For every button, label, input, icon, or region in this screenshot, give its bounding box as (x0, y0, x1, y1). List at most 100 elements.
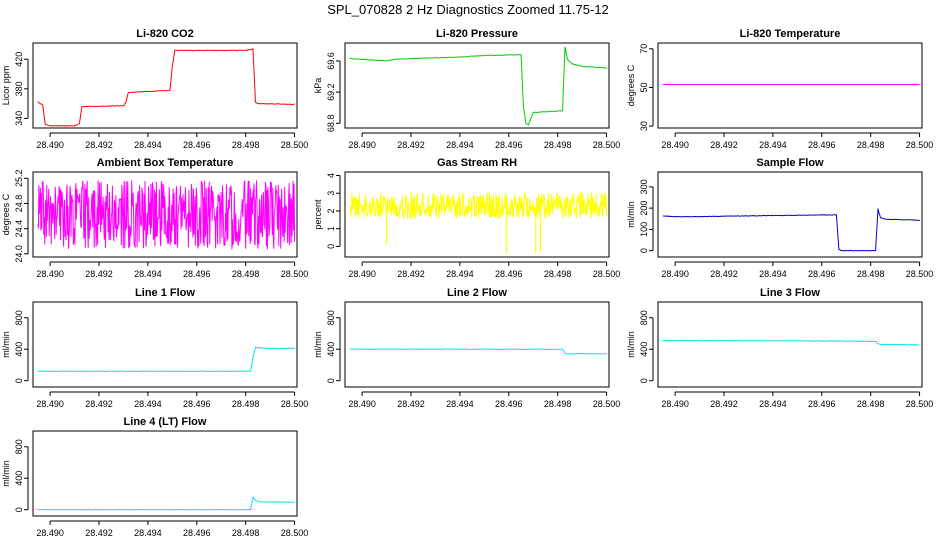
x-tick-label: 28.496 (183, 399, 211, 409)
x-tick-label: 28.500 (906, 269, 934, 279)
panel-3: Li-820 Temperature 28.490 28.492 28.494 28.4… (626, 28, 933, 150)
y-axis-label: ml/min (1, 460, 11, 487)
plot-frame (32, 42, 298, 129)
x-tick-label: 28.496 (183, 269, 211, 279)
x-tick-label: 28.500 (593, 399, 621, 409)
y-tick-label: 4 (326, 173, 336, 178)
series-line (37, 496, 296, 511)
y-tick-label: 30 (639, 121, 649, 131)
x-tick-label: 28.490 (36, 528, 64, 538)
y-tick-label: 0 (639, 378, 649, 383)
y-tick-label: 100 (639, 222, 649, 237)
series-line (349, 46, 608, 126)
x-tick-label: 28.500 (281, 528, 309, 538)
series-line (37, 48, 296, 127)
x-tick-label: 28.500 (593, 269, 621, 279)
x-tick-label: 28.496 (808, 269, 836, 279)
x-tick-label: 28.494 (446, 269, 474, 279)
x-tick-label: 28.496 (183, 528, 211, 538)
y-tick-label: 24.8 (14, 195, 24, 213)
y-tick-label: 300 (639, 179, 649, 194)
y-tick-label: 800 (14, 439, 24, 454)
x-tick-label: 28.492 (710, 399, 738, 409)
panel-7: Line 1 Flow 28.490 28.492 28.494 28.496 28.49… (1, 287, 308, 409)
x-tick-label: 28.494 (134, 269, 162, 279)
y-axis-label: ml/min (313, 331, 323, 358)
panel-title: Line 1 Flow (135, 287, 195, 299)
y-axis-label: Licor ppm (1, 66, 11, 106)
x-tick-label: 28.492 (397, 269, 425, 279)
panel-title: Li-820 Pressure (436, 28, 518, 40)
y-tick-label: 400 (14, 471, 24, 486)
x-tick-label: 28.494 (446, 140, 474, 150)
panel-6: Sample Flow 28.490 28.492 28.494 28.496 28.49… (626, 157, 933, 279)
x-tick-label: 28.496 (495, 140, 523, 150)
x-tick-label: 28.494 (446, 399, 474, 409)
panel-10: Line 4 (LT) Flow 28.490 28.492 28.494 28.496… (1, 416, 308, 538)
x-tick-label: 28.494 (134, 140, 162, 150)
x-tick-label: 28.498 (232, 399, 260, 409)
x-tick-label: 28.500 (281, 140, 309, 150)
y-tick-label: 24.0 (14, 245, 24, 263)
x-tick-label: 28.494 (134, 528, 162, 538)
x-tick-label: 28.492 (85, 528, 113, 538)
x-tick-label: 28.492 (397, 399, 425, 409)
panel-title: Li-820 Temperature (740, 28, 841, 40)
x-tick-label: 28.490 (36, 269, 64, 279)
x-tick-label: 28.500 (281, 399, 309, 409)
series-line (37, 346, 295, 373)
x-tick-label: 28.490 (348, 399, 376, 409)
panel-5: Gas Stream RH 28.490 28.492 28.494 28.496 28.… (313, 157, 620, 279)
x-tick-label: 28.492 (85, 269, 113, 279)
y-tick-label: 340 (14, 111, 24, 126)
x-tick-label: 28.490 (661, 140, 689, 150)
y-tick-label: 400 (326, 342, 336, 357)
x-tick-label: 28.498 (232, 140, 260, 150)
y-tick-label: 200 (639, 201, 649, 216)
y-tick-label: 50 (639, 82, 649, 92)
panel-8: Line 2 Flow 28.490 28.492 28.494 28.496 28.49… (313, 287, 620, 409)
y-tick-label: 400 (14, 342, 24, 357)
y-tick-label: 800 (14, 310, 24, 325)
x-tick-label: 28.490 (36, 140, 64, 150)
x-tick-label: 28.490 (661, 399, 689, 409)
series-line (662, 339, 920, 346)
y-axis-label: ml/min (626, 331, 636, 358)
y-tick-label: 0 (326, 378, 336, 383)
x-tick-label: 28.498 (857, 399, 885, 409)
y-tick-label: 0 (14, 507, 24, 512)
x-tick-label: 28.500 (906, 399, 934, 409)
x-tick-label: 28.494 (759, 269, 787, 279)
x-tick-label: 28.492 (85, 399, 113, 409)
y-axis-label: ml/min (1, 331, 11, 358)
x-tick-label: 28.492 (710, 269, 738, 279)
figure-title: SPL_070828 2 Hz Diagnostics Zoomed 11.75… (327, 2, 609, 17)
panel-title: Ambient Box Temperature (97, 157, 234, 169)
plot-frame (32, 301, 298, 388)
x-tick-label: 28.500 (906, 140, 934, 150)
series-line (37, 180, 296, 250)
y-tick-label: 24.4 (14, 220, 24, 238)
y-tick-label: 380 (14, 81, 24, 96)
plot-frame (344, 301, 610, 388)
plot-frame (657, 301, 923, 388)
y-axis-label: percent (313, 199, 323, 230)
panel-1: Li-820 CO2 28.490 28.492 28.494 28.496 28.498… (1, 28, 308, 150)
x-tick-label: 28.500 (593, 140, 621, 150)
x-tick-label: 28.498 (232, 528, 260, 538)
y-tick-label: 400 (639, 342, 649, 357)
x-tick-label: 28.496 (495, 399, 523, 409)
x-tick-label: 28.498 (232, 269, 260, 279)
y-tick-label: 70 (639, 44, 649, 54)
x-tick-label: 28.494 (134, 399, 162, 409)
x-tick-label: 28.490 (348, 140, 376, 150)
x-tick-label: 28.498 (544, 399, 572, 409)
panel-4: Ambient Box Temperature 28.490 28.492 28.49… (1, 157, 308, 279)
x-tick-label: 28.498 (857, 140, 885, 150)
y-tick-label: 3 (326, 191, 336, 196)
y-axis-label: ml/min (626, 201, 636, 228)
series-line (662, 207, 921, 252)
x-tick-label: 28.492 (710, 140, 738, 150)
x-tick-label: 28.492 (85, 140, 113, 150)
